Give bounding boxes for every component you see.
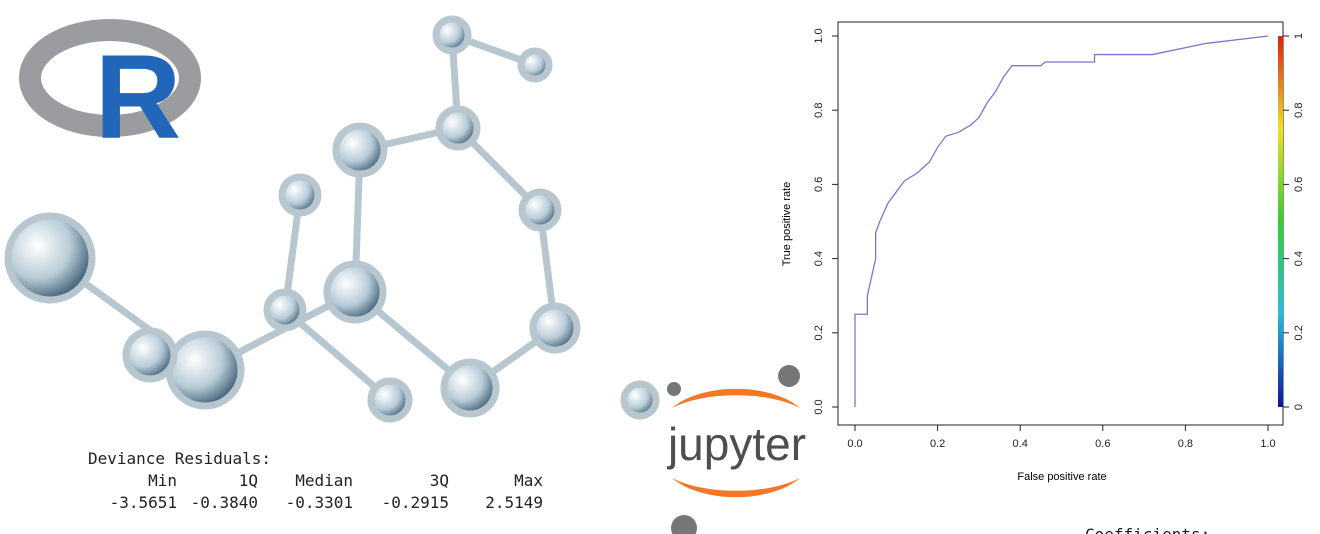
y-tick-label: 0.2 [813, 325, 825, 340]
residuals-title: Deviance Residuals: [88, 449, 271, 468]
roc-curve [855, 36, 1268, 407]
residual-header: Min [148, 471, 177, 490]
y-tick-label: 0.6 [813, 177, 825, 192]
colorbar-tick-label: 0 [1293, 404, 1305, 410]
residual-value: -0.2915 [382, 493, 449, 512]
coefficients-title: Coefficients: [1085, 525, 1210, 534]
residual-header: 3Q [430, 471, 449, 490]
residuals-table: Min 1Q Median 3Q Max -3.5651 -0.3840 -0.3301 -0.… [110, 471, 544, 512]
plot-frame [838, 22, 1283, 425]
colorbar-tick-label: 0.4 [1293, 251, 1305, 266]
r-letter: R [95, 30, 182, 164]
x-axis-label: False positive rate [1017, 471, 1106, 483]
x-tick-label: 0.2 [930, 438, 945, 450]
colorbar-tick-label: 0.6 [1293, 177, 1305, 192]
x-tick-label: 0.8 [1178, 438, 1193, 450]
residual-value: 2.5149 [485, 493, 543, 512]
residual-header: Max [514, 471, 543, 490]
x-tick-label: 0.6 [1095, 438, 1110, 450]
colorbar-tick-label: 0.8 [1293, 103, 1305, 118]
page: R Deviance Residuals: Min 1Q Median 3Q Max -3… [0, 0, 1320, 534]
colorbar-tick-label: 0.2 [1293, 325, 1305, 340]
y-tick-label: 1.0 [813, 28, 825, 43]
residual-header: Median [295, 471, 353, 490]
residual-value: -0.3301 [286, 493, 353, 512]
x-tick-label: 0.0 [847, 438, 862, 450]
y-axis-label: True positive rate [781, 182, 793, 267]
residual-header: 1Q [239, 471, 258, 490]
x-tick-label: 1.0 [1260, 438, 1275, 450]
colorbar-tick-label: 1 [1293, 33, 1305, 39]
x-tick-label: 0.4 [1013, 438, 1028, 450]
y-tick-label: 0.8 [813, 103, 825, 118]
r-logo: R [30, 30, 190, 164]
y-tick-label: 0.0 [813, 399, 825, 414]
roc-chart: False positive rate True positive rate 0… [781, 22, 1305, 483]
jupyter-logo: jupyter [666, 365, 806, 534]
residual-value: -3.5651 [110, 493, 177, 512]
y-tick-label: 0.4 [813, 251, 825, 266]
colorbar [1278, 36, 1283, 407]
jupyter-label: jupyter [666, 418, 806, 470]
residual-value: -0.3840 [191, 493, 258, 512]
